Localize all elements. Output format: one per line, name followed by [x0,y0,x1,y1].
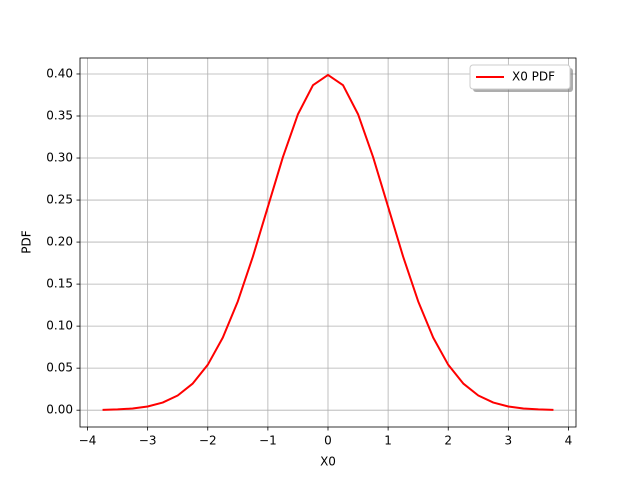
y-tick-label: 0.25 [46,193,73,207]
x-tick-label: 4 [565,434,573,448]
x-axis-label: X0 [320,455,336,469]
x-tick-label: 0 [324,434,332,448]
legend: X0 PDF [469,64,573,92]
y-tick-label: 0.35 [46,108,73,122]
y-tick-label: 0.30 [46,151,73,165]
legend-box [469,64,571,90]
y-axis-label: PDF [20,230,34,253]
y-tick-label: 0.10 [46,319,73,333]
y-tick-label: 0.15 [46,277,73,291]
x-tick-label: −4 [79,434,97,448]
y-tick-label: 0.20 [46,235,73,249]
x-tick-label: 3 [505,434,513,448]
x-tick-label: −1 [259,434,277,448]
x-tick-label: −2 [199,434,217,448]
x-tick-label: 1 [384,434,392,448]
axes-frame [79,57,577,428]
x-tick-label: 2 [444,434,452,448]
x-tick-label: −3 [139,434,157,448]
y-tick-label: 0.00 [46,403,73,417]
y-tick-label: 0.05 [46,361,73,375]
line-series [102,73,554,411]
y-tick-label: 0.40 [46,66,73,80]
legend-label: X0 PDF [512,70,555,84]
